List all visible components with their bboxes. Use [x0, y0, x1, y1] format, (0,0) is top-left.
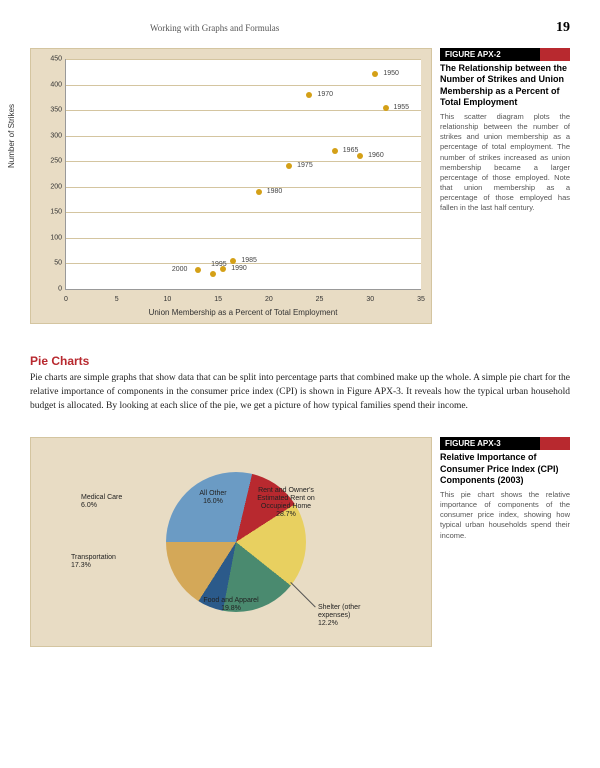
xtick-label: 20 [265, 296, 273, 303]
ytick-label: 50 [44, 260, 62, 267]
scatter-sidebar-text: This scatter diagram plots the relations… [440, 112, 570, 213]
xtick-label: 10 [164, 296, 172, 303]
pie-slice-label: All Other16.0% [188, 490, 238, 506]
scatter-sidebar-title: The Relationship between the Number of S… [440, 63, 570, 108]
pie-section-heading: Pie Charts [30, 354, 570, 368]
scatter-sidebar: FIGURE APX-2 The Relationship between th… [440, 48, 570, 213]
xtick-label: 15 [214, 296, 222, 303]
scatter-point-label: 1975 [297, 162, 313, 169]
ytick-label: 0 [44, 286, 62, 293]
pie-slice-label: Shelter (otherexpenses)12.2% [318, 604, 378, 628]
ytick-label: 100 [44, 234, 62, 241]
sidebar-accent [540, 48, 570, 61]
pie-slice-label: Rent and Owner'sEstimated Rent onOccupie… [246, 487, 326, 519]
pie-slice-label: Medical Care6.0% [81, 494, 136, 510]
ytick-label: 300 [44, 132, 62, 139]
scatter-point [383, 105, 389, 111]
pie-section-body: Pie charts are simple graphs that show d… [30, 372, 570, 413]
scatter-point [372, 71, 378, 77]
pie-wrap: Rent and Owner'sEstimated Rent onOccupie… [71, 452, 391, 632]
scatter-point-label: 1950 [383, 70, 399, 77]
scatter-xlabel: Union Membership as a Percent of Total E… [65, 308, 421, 317]
scatter-point-label: 1985 [241, 257, 257, 264]
pie-slice-label: Food and Apparel19.8% [196, 597, 266, 613]
scatter-point [332, 148, 338, 154]
scatter-point-label: 1990 [231, 265, 247, 272]
pie-figure-label: FIGURE APX-3 [440, 437, 540, 450]
pie-figure: Rent and Owner'sEstimated Rent onOccupie… [30, 437, 570, 647]
ytick-label: 350 [44, 107, 62, 114]
pie-panel: Rent and Owner'sEstimated Rent onOccupie… [30, 437, 432, 647]
scatter-point-label: 1955 [394, 104, 410, 111]
scatter-point-label: 1965 [343, 147, 359, 154]
page-title: Working with Graphs and Formulas [150, 23, 279, 33]
page-number: 19 [556, 20, 570, 36]
scatter-point [357, 153, 363, 159]
scatter-ylabel: Number of Strikes [7, 104, 16, 168]
scatter-point [230, 258, 236, 264]
xtick-label: 0 [64, 296, 68, 303]
ytick-label: 400 [44, 81, 62, 88]
scatter-panel: Number of Strikes 0501001502002503003504… [30, 48, 432, 324]
scatter-figure-label: FIGURE APX-2 [440, 48, 540, 61]
scatter-point [256, 189, 262, 195]
scatter-plot-area: 0501001502002503003504004500510152025303… [65, 59, 421, 290]
scatter-point [306, 92, 312, 98]
pie-sidebar-text: This pie chart shows the relative import… [440, 490, 570, 541]
scatter-point-label: 1980 [267, 188, 283, 195]
xtick-label: 35 [417, 296, 425, 303]
scatter-point [195, 267, 201, 273]
scatter-point-label: 1970 [317, 91, 333, 98]
scatter-point-label: 1995 [211, 261, 227, 268]
xtick-label: 5 [115, 296, 119, 303]
ytick-label: 450 [44, 56, 62, 63]
scatter-point-label: 2000 [172, 266, 188, 273]
scatter-point-label: 1960 [368, 152, 384, 159]
xtick-label: 30 [366, 296, 374, 303]
scatter-point [286, 163, 292, 169]
sidebar-accent [540, 437, 570, 450]
scatter-point [210, 271, 216, 277]
pie-sidebar-title: Relative Importance of Consumer Price In… [440, 452, 570, 486]
xtick-label: 25 [316, 296, 324, 303]
ytick-label: 250 [44, 158, 62, 165]
pie-slice-label: Transportation17.3% [71, 554, 141, 570]
ytick-label: 200 [44, 183, 62, 190]
scatter-figure: Number of Strikes 0501001502002503003504… [30, 48, 570, 324]
pie-sidebar: FIGURE APX-3 Relative Importance of Cons… [440, 437, 570, 540]
ytick-label: 150 [44, 209, 62, 216]
